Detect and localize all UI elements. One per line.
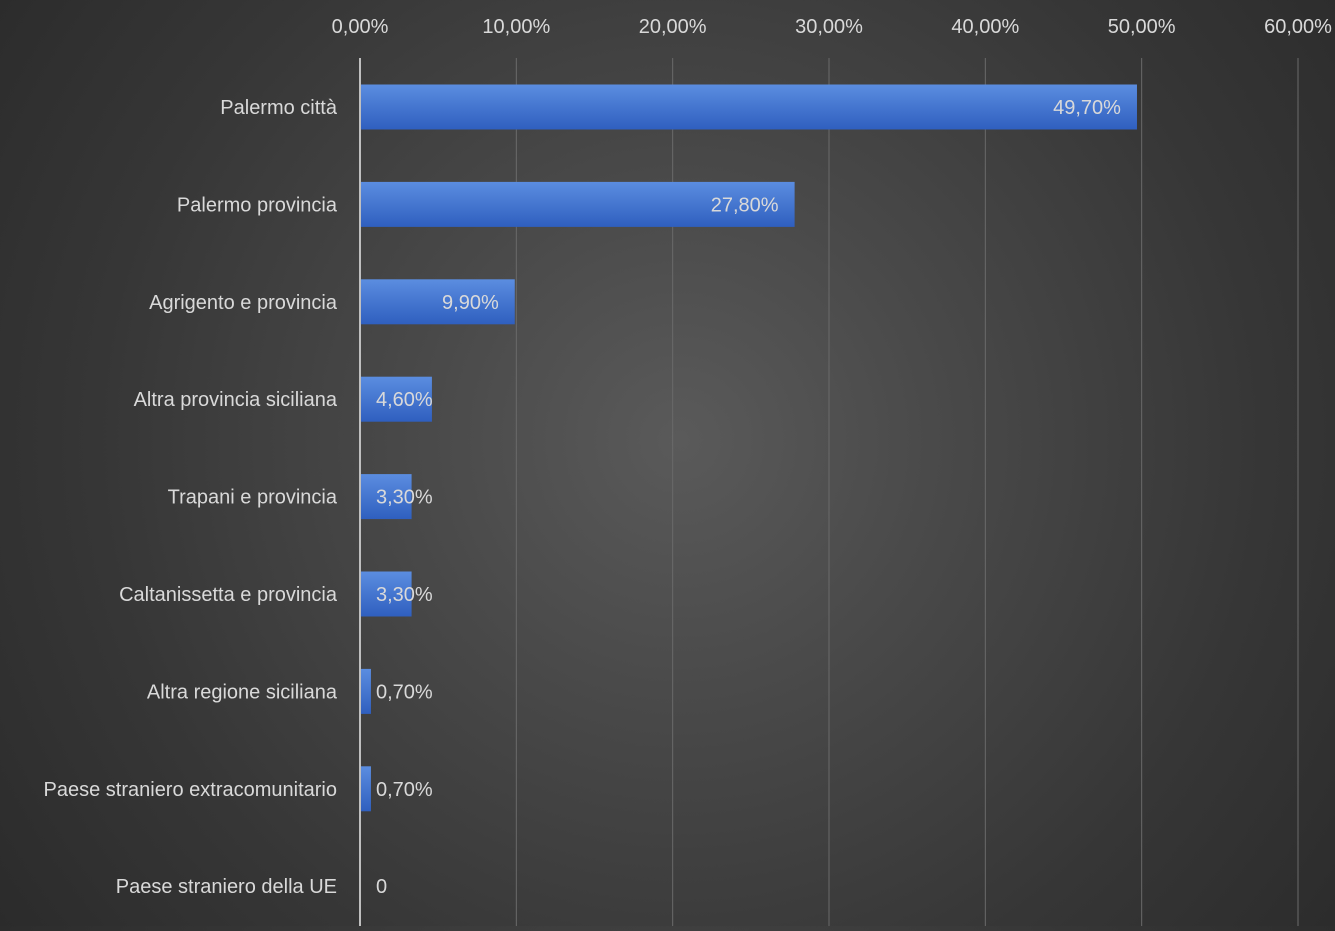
category-labels: Palermo città Palermo provincia Agrigento … [44,97,338,898]
category-label: Agrigento e provincia [149,292,338,314]
data-label: 27,80% [711,194,779,216]
bar [360,376,432,422]
data-label: 49,70% [1053,97,1121,119]
bar [360,766,371,812]
category-label: Paese straniero extracomunitario [44,779,337,801]
bar [360,474,412,520]
data-label: 4,60% [376,389,433,411]
bar [360,571,412,617]
category-label: Altra provincia siciliana [134,389,338,411]
x-tick-label: 40,00% [951,16,1019,38]
bar [360,84,1137,130]
category-label: Altra regione siciliana [147,681,338,703]
category-label: Paese straniero della UE [116,876,337,898]
category-label: Palermo città [220,97,338,119]
x-tick-label: 0,00% [332,16,389,38]
bars [360,84,1137,812]
category-label: Palermo provincia [177,194,338,216]
data-labels: 49,70% 27,80% 9,90% 4,60% 3,30% 3,30% 0,70% 0,7… [376,97,1121,898]
data-label: 9,90% [442,292,499,314]
x-tick-label: 10,00% [482,16,550,38]
x-axis-tick-labels: 0,00% 10,00% 20,00% 30,00% 40,00% 50,00% 60,00… [332,16,1332,38]
data-label: 0,70% [376,681,433,703]
data-label: 3,30% [376,584,433,606]
data-label: 0 [376,876,387,898]
data-label: 3,30% [376,487,433,509]
x-tick-label: 30,00% [795,16,863,38]
bar [360,181,795,227]
category-label: Trapani e provincia [168,487,338,509]
category-label: Caltanissetta e provincia [119,584,338,606]
bar [360,279,515,325]
x-tick-label: 50,00% [1108,16,1176,38]
data-label: 0,70% [376,779,433,801]
x-tick-label: 20,00% [639,16,707,38]
x-tick-label: 60,00% [1264,16,1332,38]
bar [360,668,371,714]
